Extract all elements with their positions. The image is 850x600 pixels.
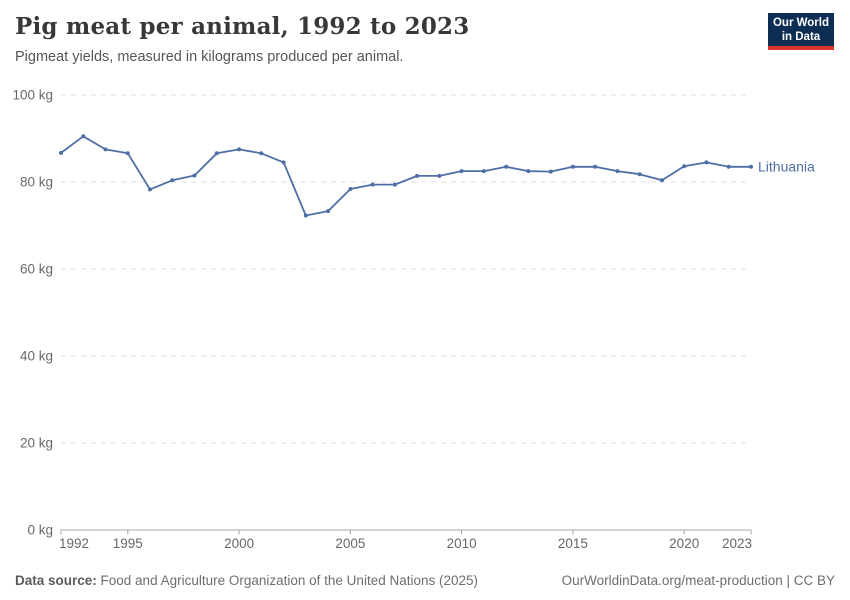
data-point[interactable] — [615, 169, 620, 174]
owid-logo[interactable]: Our World in Data — [768, 13, 834, 50]
y-axis-label: 100 kg — [12, 88, 53, 103]
series-line-lithuania — [60, 135, 752, 217]
x-axis-label: 2000 — [224, 536, 254, 551]
data-point[interactable] — [593, 164, 598, 169]
chart-subtitle: Pigmeat yields, measured in kilograms pr… — [15, 49, 404, 65]
data-point[interactable] — [326, 209, 331, 214]
x-axis-label: 2005 — [335, 536, 365, 551]
data-point[interactable] — [570, 164, 575, 169]
data-point[interactable] — [415, 173, 420, 178]
data-point[interactable] — [726, 164, 731, 169]
data-point[interactable] — [125, 151, 130, 156]
data-point[interactable] — [214, 151, 219, 156]
x-axis-label: 2023 — [722, 536, 752, 551]
x-axis-label: 2015 — [558, 536, 588, 551]
data-point[interactable] — [259, 151, 264, 156]
chart-header: Pig meat per animal, 1992 to 2023 Pigmea… — [15, 13, 740, 65]
data-point[interactable] — [348, 187, 353, 191]
data-point[interactable] — [148, 187, 152, 192]
data-source-label: Data source: — [15, 573, 97, 588]
series-label-lithuania[interactable]: Lithuania — [758, 158, 815, 174]
data-point[interactable] — [749, 164, 753, 169]
y-axis-label: 80 kg — [20, 175, 53, 190]
chart-title: Pig meat per animal, 1992 to 2023 — [15, 13, 470, 40]
x-axis-label: 2020 — [669, 536, 699, 551]
logo-line1: Our World — [772, 16, 829, 29]
data-point[interactable] — [103, 147, 108, 152]
data-point[interactable] — [660, 178, 664, 183]
license-text: | CC BY — [782, 573, 835, 588]
data-point[interactable] — [303, 213, 308, 218]
owid-link[interactable]: OurWorldinData.org/meat-production — [561, 573, 783, 588]
data-point[interactable] — [370, 182, 375, 187]
data-point[interactable] — [392, 182, 397, 187]
data-point[interactable] — [281, 160, 286, 165]
logo-line2: in Data — [781, 30, 821, 43]
y-axis-label: 60 kg — [20, 262, 53, 277]
data-point[interactable] — [704, 160, 709, 165]
chart-footer: Data source: Food and Agriculture Organi… — [15, 573, 835, 588]
y-axis-label: 40 kg — [20, 349, 53, 364]
data-point[interactable] — [504, 164, 509, 169]
x-axis-label: 1995 — [113, 536, 143, 551]
x-axis-label: 1992 — [59, 536, 89, 551]
data-point[interactable] — [170, 178, 175, 183]
data-point[interactable] — [459, 169, 464, 174]
data-point[interactable] — [526, 169, 531, 174]
data-source: Data source: Food and Agriculture Organi… — [15, 573, 478, 588]
data-point[interactable] — [192, 173, 197, 178]
data-point[interactable] — [237, 147, 242, 152]
data-point[interactable] — [481, 169, 486, 174]
x-axis-label: 2010 — [447, 536, 477, 551]
y-axis-label: 0 kg — [27, 523, 53, 538]
data-source-text: Food and Agriculture Organization of the… — [96, 573, 479, 588]
data-point[interactable] — [682, 164, 687, 169]
y-axis-label: 20 kg — [20, 436, 53, 451]
footer-credit: OurWorldinData.org/meat-production | CC … — [562, 573, 835, 588]
data-point[interactable] — [548, 169, 553, 174]
data-point[interactable] — [637, 172, 642, 177]
data-point[interactable] — [59, 150, 63, 155]
data-point[interactable] — [437, 173, 442, 178]
data-point[interactable] — [81, 134, 86, 139]
